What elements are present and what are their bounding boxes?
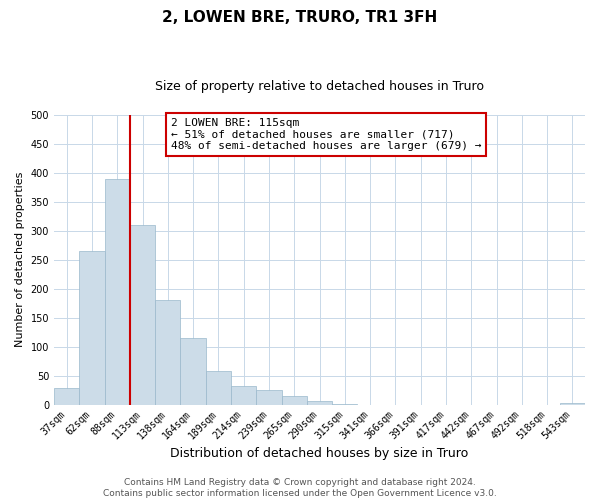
Bar [281,396,307,404]
Bar [54,388,79,404]
X-axis label: Distribution of detached houses by size in Truro: Distribution of detached houses by size … [170,447,469,460]
Bar [206,371,231,404]
Bar [155,300,181,405]
Bar [231,386,256,404]
Bar [181,338,206,404]
Bar [79,251,104,404]
Y-axis label: Number of detached properties: Number of detached properties [15,172,25,348]
Bar [130,225,155,404]
Text: Contains HM Land Registry data © Crown copyright and database right 2024.
Contai: Contains HM Land Registry data © Crown c… [103,478,497,498]
Bar [307,401,332,404]
Bar [256,390,281,404]
Bar [104,178,130,404]
Title: Size of property relative to detached houses in Truro: Size of property relative to detached ho… [155,80,484,93]
Text: 2, LOWEN BRE, TRURO, TR1 3FH: 2, LOWEN BRE, TRURO, TR1 3FH [163,10,437,25]
Text: 2 LOWEN BRE: 115sqm
← 51% of detached houses are smaller (717)
48% of semi-detac: 2 LOWEN BRE: 115sqm ← 51% of detached ho… [171,118,481,151]
